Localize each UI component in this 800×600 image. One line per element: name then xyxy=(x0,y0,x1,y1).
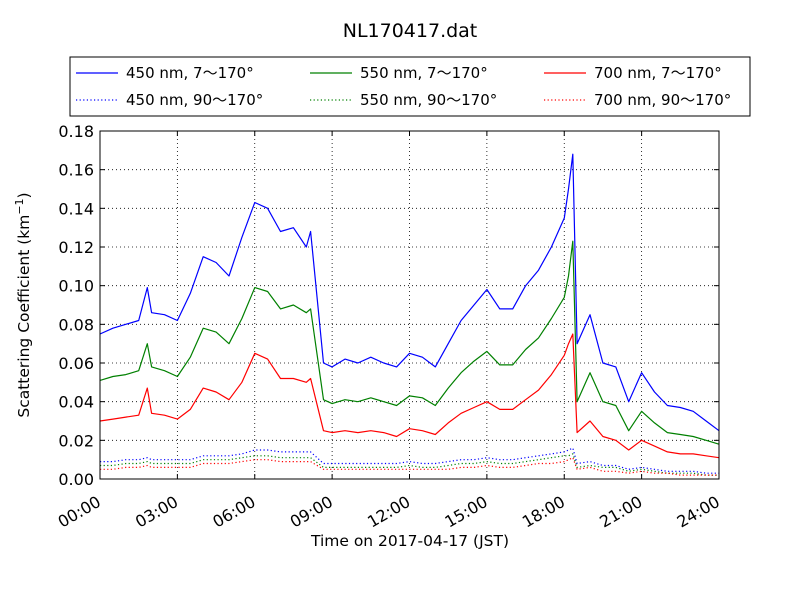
plot-area xyxy=(100,131,719,479)
x-tick-label: 21:00 xyxy=(596,492,645,532)
chart-title: NL170417.dat xyxy=(343,20,478,42)
x-tick-label: 24:00 xyxy=(674,492,723,532)
legend-box xyxy=(69,56,751,117)
x-tick-label: 03:00 xyxy=(132,492,181,532)
y-tick-label: 0.14 xyxy=(58,199,94,218)
series-lines xyxy=(99,153,720,476)
x-tick-label: 12:00 xyxy=(364,492,413,532)
y-tick-label: 0.12 xyxy=(58,238,94,257)
y-tick-label: 0.08 xyxy=(58,315,94,334)
y-tick-label: 0.18 xyxy=(58,122,94,141)
legend-label: 550 nm, 90～170° xyxy=(360,91,497,109)
legend-label: 700 nm, 7～170° xyxy=(594,64,722,82)
legend-label: 700 nm, 90～170° xyxy=(594,91,731,109)
y-axis-label: Scattering Coefficient (km−1) xyxy=(13,192,33,417)
series-line xyxy=(99,153,720,432)
series-line xyxy=(99,240,720,445)
x-tick-label: 00:00 xyxy=(55,492,104,532)
legend-label: 550 nm, 7～170° xyxy=(360,64,488,82)
legend: 450 nm, 7～170° 450 nm, 90～170° 550 nm, 7～1… xyxy=(69,56,751,117)
x-tick-label: 09:00 xyxy=(287,492,336,532)
legend-label: 450 nm, 90～170° xyxy=(126,91,263,109)
y-axis-label-close: ) xyxy=(15,192,33,198)
y-tick-label: 0.00 xyxy=(58,470,94,489)
y-axis-label-main: Scattering Coefficient (km xyxy=(15,215,33,418)
y-tick-label: 0.04 xyxy=(58,393,94,412)
x-tick-labels: 00:00 03:00 06:00 09:00 12:00 15:00 18:00 21:00… xyxy=(55,492,723,532)
ticks xyxy=(99,130,720,480)
y-tick-labels: 0.00 0.02 0.04 0.06 0.08 0.10 0.12 0.14 0.16 0.18 xyxy=(58,122,94,489)
y-tick-label: 0.10 xyxy=(58,277,94,296)
series-line xyxy=(100,457,719,476)
x-tick-label: 15:00 xyxy=(441,492,490,532)
y-tick-label: 0.06 xyxy=(58,354,94,373)
y-tick-label: 0.16 xyxy=(58,161,94,180)
y-tick-label: 0.02 xyxy=(58,431,94,450)
series-line xyxy=(99,333,720,459)
x-tick-label: 06:00 xyxy=(209,492,258,532)
x-axis-label: Time on 2017-04-17 (JST) xyxy=(310,532,509,550)
x-tick-label: 18:00 xyxy=(519,492,568,532)
y-axis-label-superscript: −1 xyxy=(13,198,26,214)
legend-label: 450 nm, 7～170° xyxy=(126,64,254,82)
